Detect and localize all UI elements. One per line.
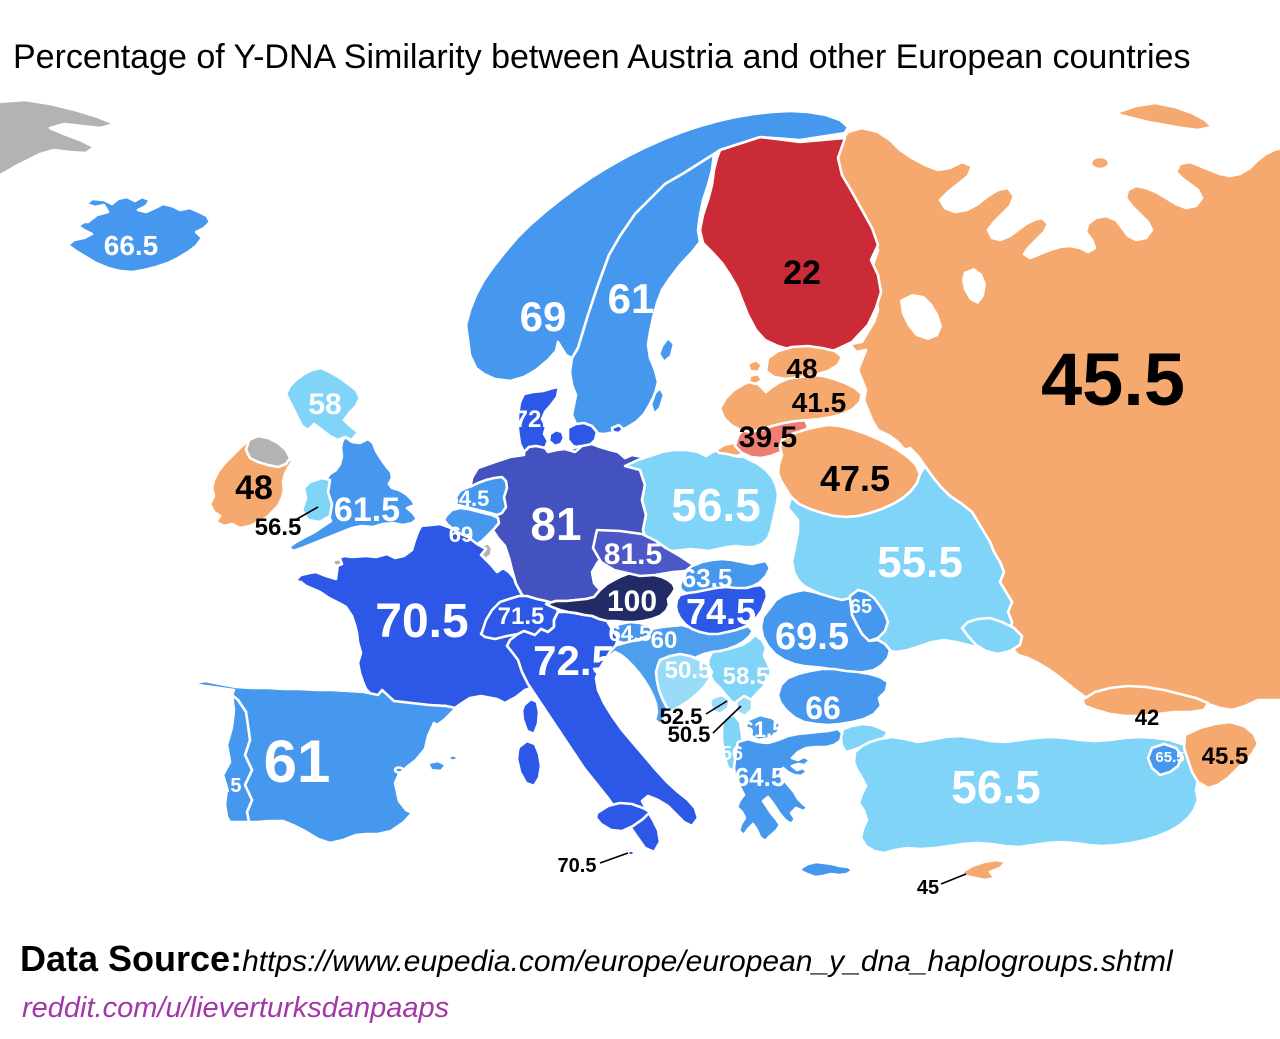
svg-text:48: 48 [235,469,273,507]
svg-text:56.5: 56.5 [951,761,1041,813]
svg-text:56.5: 56.5 [255,514,302,541]
svg-text:55.5: 55.5 [877,538,963,587]
svg-text:45.5: 45.5 [1202,743,1249,770]
svg-text:50.5: 50.5 [668,722,711,747]
svg-text:66.5: 66.5 [104,230,159,261]
svg-text:65.5: 65.5 [1155,749,1184,766]
svg-text:56.5: 56.5 [671,479,761,531]
svg-text:61.5: 61.5 [742,717,785,742]
svg-text:69.5: 69.5 [775,616,849,658]
svg-text:61: 61 [608,275,655,322]
svg-text:64.5: 64.5 [609,621,652,646]
svg-text:70.5: 70.5 [375,595,468,648]
svg-text:100: 100 [607,585,657,618]
svg-text:61: 61 [264,728,331,795]
svg-text:81.5: 81.5 [604,538,662,571]
svg-text:65: 65 [850,596,872,618]
svg-text:65.5: 65.5 [203,775,242,797]
svg-text:45: 45 [917,877,939,899]
svg-text:61.5: 61.5 [334,491,400,529]
svg-text:64.5: 64.5 [447,486,490,511]
svg-text:66: 66 [805,690,841,726]
svg-text:47.5: 47.5 [820,458,890,499]
svg-text:42: 42 [1135,705,1159,730]
svg-text:50.5: 50.5 [665,657,712,684]
svg-text:69: 69 [520,293,567,340]
svg-text:52.5: 52.5 [660,704,703,729]
svg-text:72.5: 72.5 [533,637,615,684]
svg-text:74.5: 74.5 [686,591,756,632]
svg-text:41.5: 41.5 [792,387,847,418]
svg-text:72.5: 72.5 [515,406,562,433]
svg-text:69: 69 [449,522,473,547]
svg-text:63.5: 63.5 [682,563,733,593]
svg-text:56: 56 [721,743,743,765]
svg-text:64.5: 64.5 [735,762,786,792]
svg-text:71.5: 71.5 [498,603,545,630]
svg-text:22: 22 [783,254,821,292]
svg-text:58: 58 [308,388,341,421]
svg-text:39.5: 39.5 [739,421,797,454]
svg-text:81: 81 [530,498,581,550]
svg-text:48: 48 [786,353,817,384]
svg-text:60: 60 [651,627,678,654]
svg-text:58.5: 58.5 [723,663,770,690]
svg-text:70.5: 70.5 [558,855,597,877]
svg-text:45.5: 45.5 [1041,338,1185,421]
